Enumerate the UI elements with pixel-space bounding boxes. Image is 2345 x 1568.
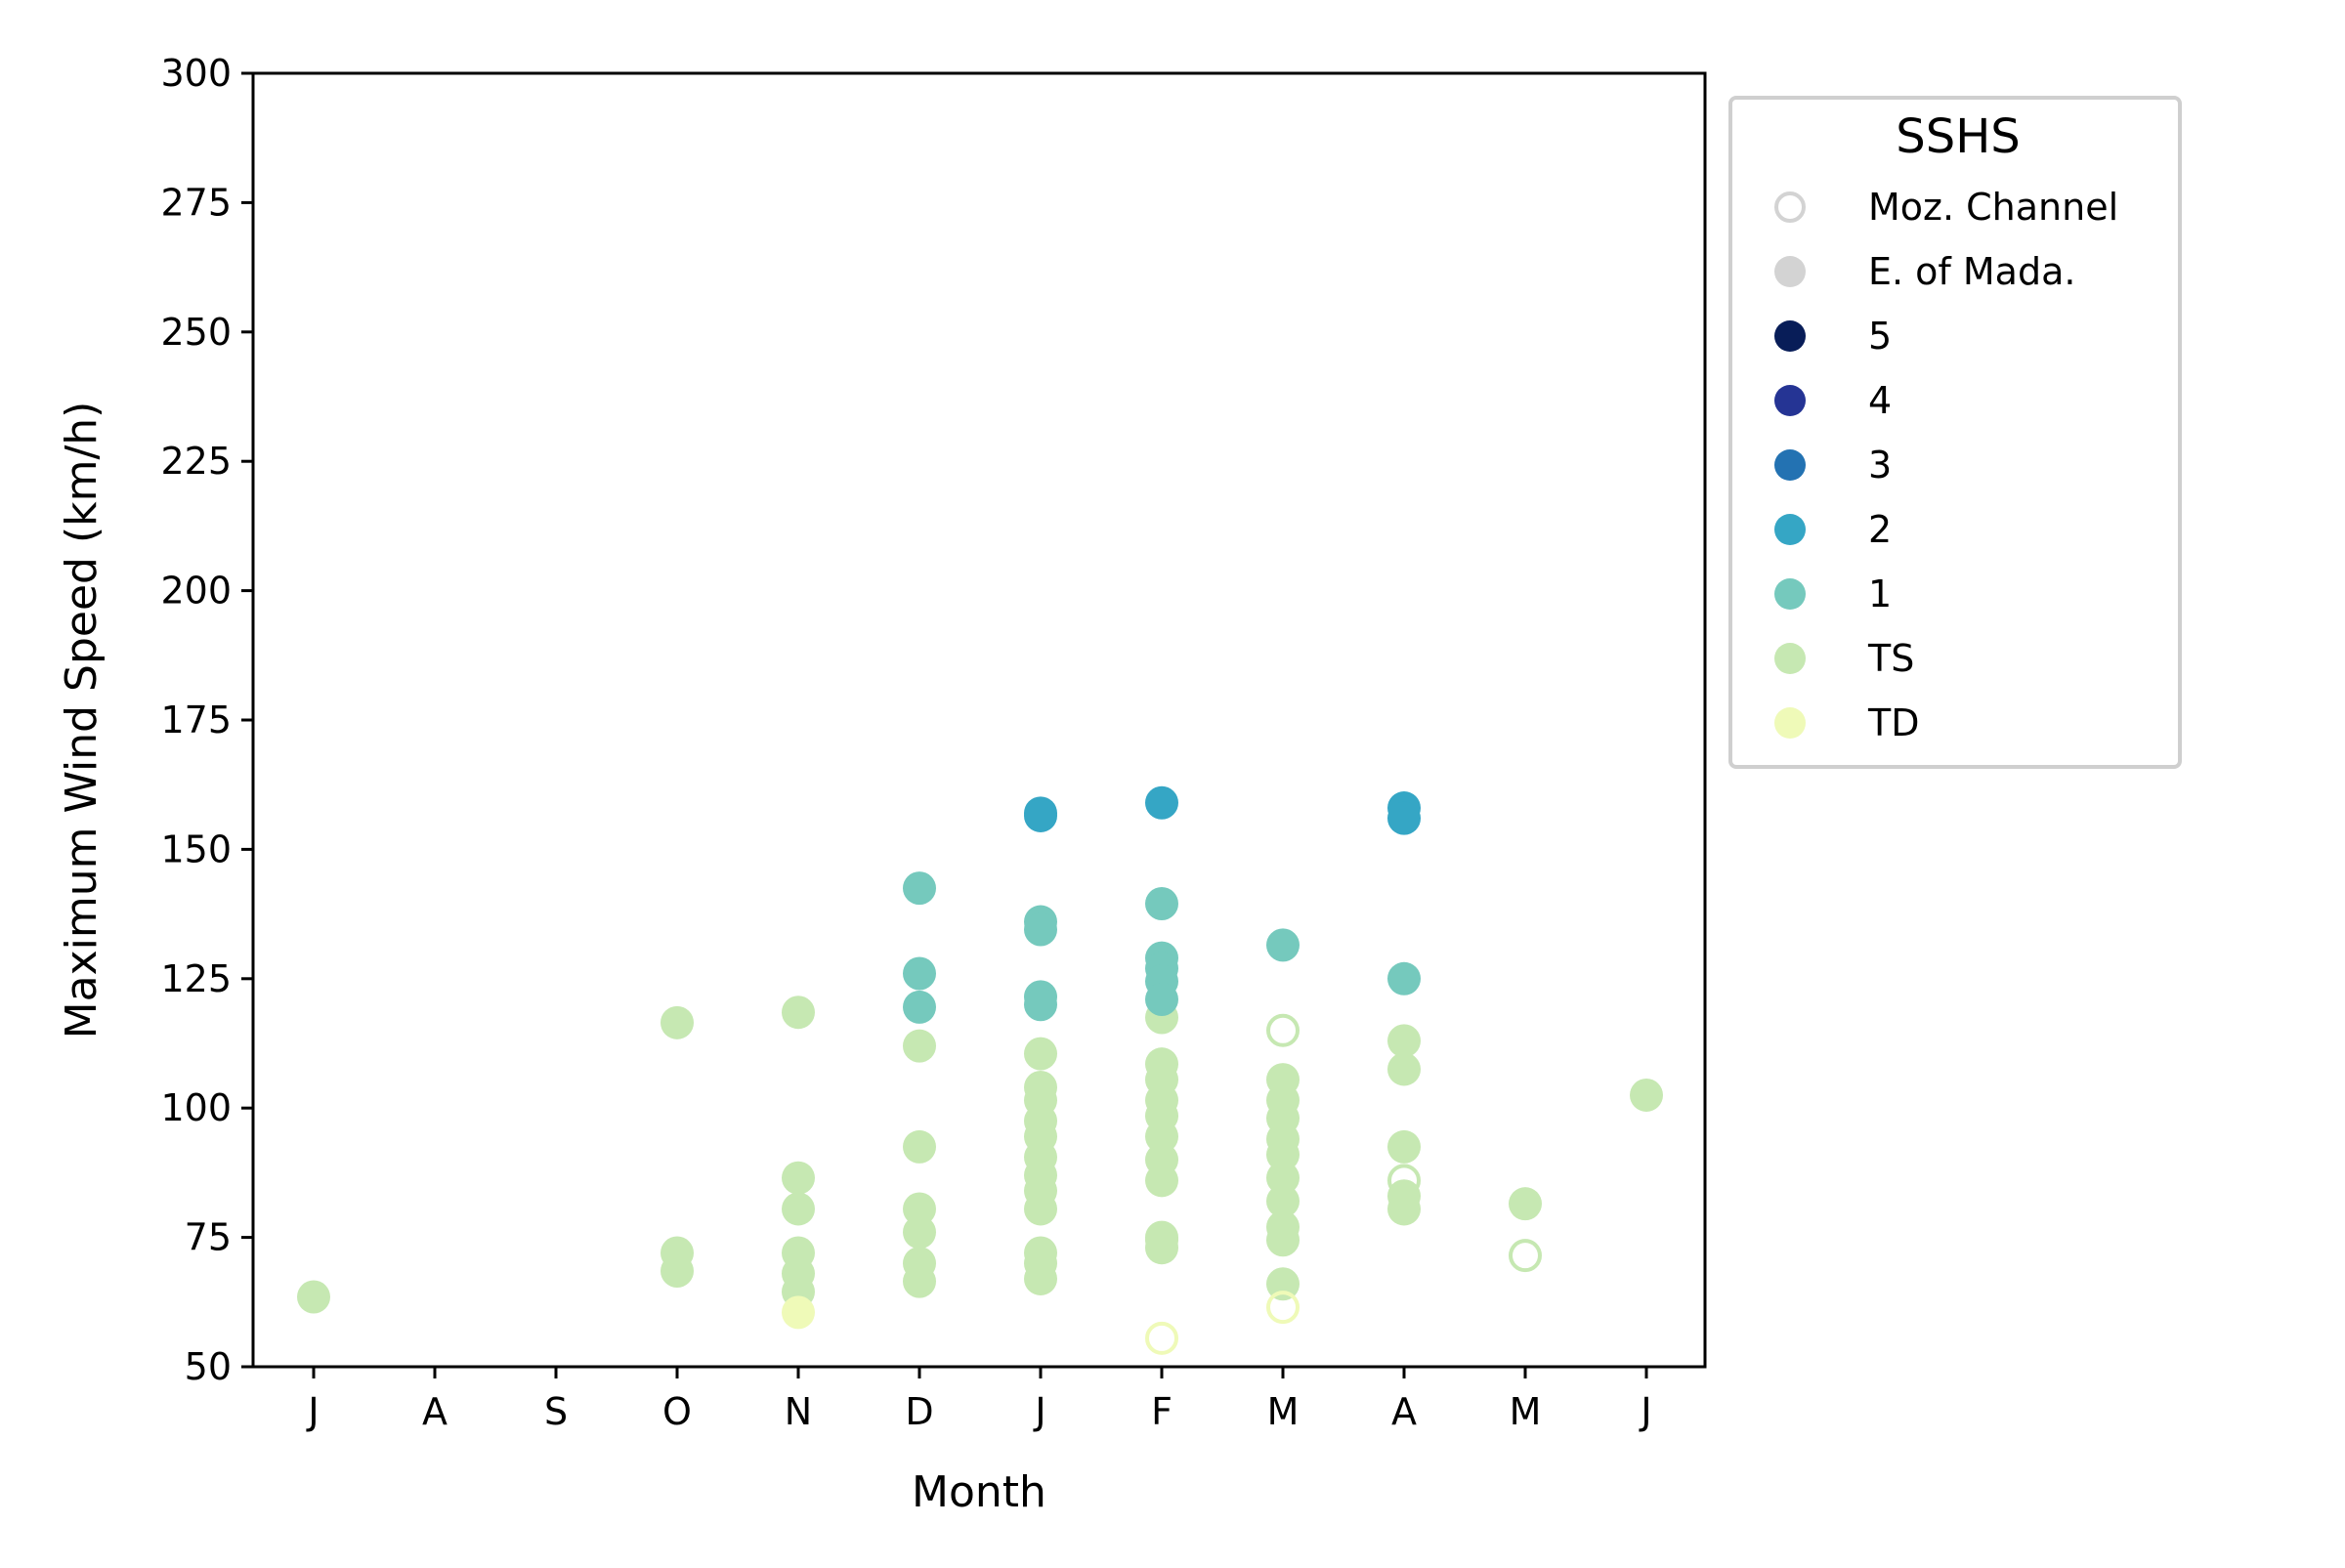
data-point bbox=[1145, 1321, 1178, 1355]
y-tick-label: 175 bbox=[160, 699, 232, 742]
data-point bbox=[1266, 1137, 1300, 1171]
legend: SSHS Moz. Channel E. of Mada. 5 4 3 2 1 TS TD bbox=[1728, 96, 2182, 769]
x-tick-label: A bbox=[1391, 1390, 1417, 1433]
y-tick-label: 150 bbox=[160, 827, 232, 870]
data-point bbox=[782, 1161, 815, 1195]
legend-marker bbox=[1774, 707, 1806, 739]
legend-marker bbox=[1774, 385, 1806, 416]
data-point bbox=[903, 1215, 936, 1250]
y-tick-label: 300 bbox=[160, 52, 232, 95]
x-tick-label: D bbox=[905, 1390, 933, 1433]
data-point bbox=[903, 1029, 936, 1063]
data-point bbox=[1266, 1267, 1300, 1301]
data-point bbox=[903, 1192, 936, 1226]
data-point bbox=[903, 1264, 936, 1298]
legend-label: 2 bbox=[1868, 508, 1892, 551]
data-point bbox=[1024, 1037, 1057, 1071]
data-point bbox=[1145, 887, 1178, 921]
data-point bbox=[1509, 1187, 1542, 1221]
data-point bbox=[782, 1295, 815, 1330]
data-point bbox=[1266, 928, 1300, 962]
data-point bbox=[1024, 912, 1057, 947]
data-point bbox=[1145, 1164, 1178, 1198]
data-point bbox=[1145, 982, 1178, 1016]
data-point bbox=[1509, 1239, 1542, 1273]
y-tick-label: 275 bbox=[160, 181, 232, 224]
y-tick-label: 50 bbox=[185, 1345, 232, 1388]
legend-label: 3 bbox=[1868, 444, 1892, 487]
data-point bbox=[1387, 1052, 1421, 1086]
data-point bbox=[1266, 1223, 1300, 1257]
data-point bbox=[661, 1254, 694, 1289]
plot-area bbox=[297, 785, 1663, 1355]
legend-marker bbox=[1774, 320, 1806, 352]
x-tick-label: J bbox=[306, 1390, 319, 1433]
data-point bbox=[1387, 1164, 1421, 1198]
y-tick-label: 75 bbox=[185, 1216, 232, 1259]
y-tick-label: 200 bbox=[160, 570, 232, 613]
y-tick-label: 125 bbox=[160, 957, 232, 1000]
legend-label: 1 bbox=[1868, 572, 1892, 615]
data-point bbox=[1024, 1192, 1057, 1226]
data-point bbox=[1387, 961, 1421, 996]
y-axis-title: Maximum Wind Speed (km/h) bbox=[57, 402, 107, 1039]
x-tick-label: O bbox=[662, 1390, 692, 1433]
data-point bbox=[1630, 1078, 1663, 1112]
legend-label: E. of Mada. bbox=[1868, 250, 2075, 293]
y-tick-label: 250 bbox=[160, 311, 232, 354]
x-tick-label: M bbox=[1510, 1390, 1542, 1433]
legend-marker bbox=[1774, 578, 1806, 610]
legend-label: 5 bbox=[1868, 315, 1892, 358]
legend-marker bbox=[1774, 514, 1806, 545]
legend-label: 4 bbox=[1868, 379, 1892, 422]
data-point bbox=[1145, 1220, 1178, 1254]
x-tick-label: S bbox=[544, 1390, 568, 1433]
data-point bbox=[1024, 988, 1057, 1022]
legend-label: TS bbox=[1867, 637, 1914, 680]
data-point bbox=[1266, 1161, 1300, 1195]
x-tick-label: F bbox=[1151, 1390, 1172, 1433]
data-point bbox=[1387, 1192, 1421, 1226]
data-point bbox=[782, 996, 815, 1030]
legend-box bbox=[1728, 96, 2182, 769]
data-point bbox=[1145, 1120, 1178, 1154]
data-point bbox=[1145, 1231, 1178, 1265]
data-point bbox=[903, 1129, 936, 1164]
y-tick-label: 225 bbox=[160, 440, 232, 483]
legend-label: TD bbox=[1867, 701, 1919, 744]
data-point bbox=[1266, 1184, 1300, 1218]
x-axis-title: Month bbox=[912, 1467, 1046, 1517]
axes: 50 75 100 125 150 175 200 225 250 275 300 J A S O N D J F M… bbox=[160, 52, 1707, 1433]
x-tick-label: A bbox=[422, 1390, 448, 1433]
x-tick-label: N bbox=[785, 1390, 812, 1433]
data-point bbox=[297, 1280, 330, 1314]
legend-marker bbox=[1774, 256, 1806, 287]
data-point bbox=[1387, 1129, 1421, 1164]
legend-title: SSHS bbox=[1896, 109, 2021, 164]
data-point bbox=[1145, 785, 1178, 820]
data-point bbox=[1266, 1013, 1300, 1047]
plot-frame bbox=[251, 71, 1707, 1369]
data-point bbox=[1266, 1291, 1300, 1325]
data-point bbox=[782, 1192, 815, 1226]
data-point bbox=[1024, 798, 1057, 832]
data-point bbox=[661, 1005, 694, 1039]
x-tick-label: J bbox=[1639, 1390, 1651, 1433]
data-point bbox=[903, 871, 936, 906]
data-point bbox=[1387, 1024, 1421, 1058]
legend-label: Moz. Channel bbox=[1868, 186, 2118, 229]
data-point bbox=[1387, 801, 1421, 835]
x-tick-label: J bbox=[1033, 1390, 1045, 1433]
y-tick-label: 100 bbox=[160, 1086, 232, 1129]
legend-marker bbox=[1774, 191, 1806, 223]
legend-marker bbox=[1774, 643, 1806, 674]
legend-marker bbox=[1774, 449, 1806, 481]
x-tick-label: M bbox=[1267, 1390, 1300, 1433]
data-point bbox=[903, 990, 936, 1024]
data-point bbox=[903, 956, 936, 991]
data-point bbox=[1024, 1261, 1057, 1295]
